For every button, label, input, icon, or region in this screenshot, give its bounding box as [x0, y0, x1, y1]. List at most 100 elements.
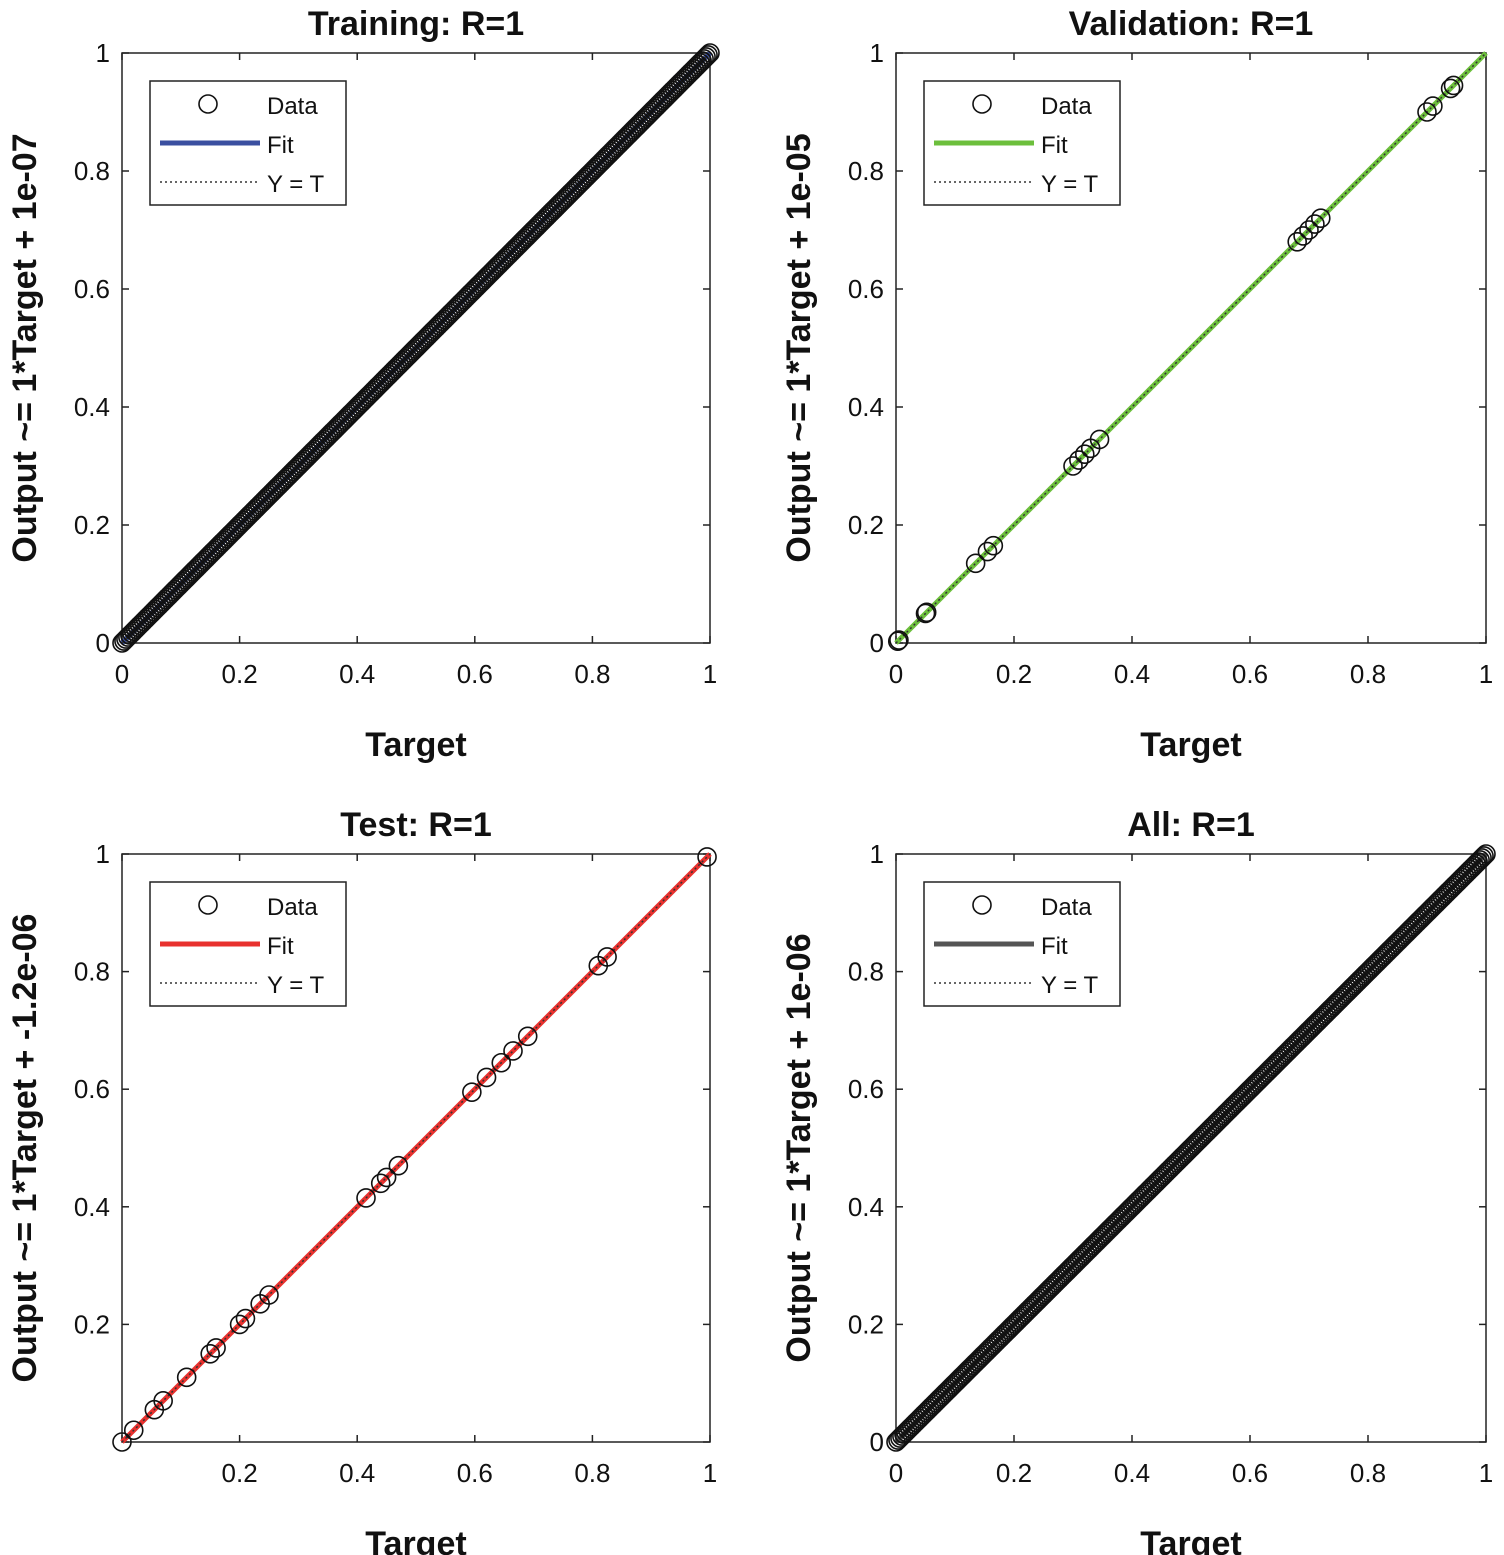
data-point — [586, 157, 606, 178]
data-point — [916, 602, 937, 623]
data-point — [513, 230, 533, 251]
data-point — [615, 128, 636, 148]
data-point — [1336, 983, 1356, 1004]
data-point — [1109, 1209, 1129, 1230]
data-point — [1055, 1263, 1076, 1283]
data-point — [159, 585, 179, 606]
data-point — [515, 228, 535, 249]
data-point — [1004, 1314, 1025, 1334]
data-point — [988, 1329, 1009, 1350]
data-point — [300, 443, 321, 464]
y-tick-label: 0.8 — [848, 957, 884, 987]
data-point — [417, 327, 437, 347]
data-point — [990, 1327, 1011, 1348]
data-point — [965, 1353, 985, 1374]
data-point — [945, 1373, 965, 1393]
data-point — [909, 1408, 930, 1429]
data-point — [247, 497, 268, 517]
data-point — [145, 599, 166, 620]
data-point — [428, 315, 449, 336]
data-point — [558, 185, 579, 205]
y-tick-label: 0.2 — [74, 510, 110, 540]
data-point — [214, 530, 235, 551]
legend-label: Y = T — [267, 972, 324, 999]
data-point — [472, 272, 492, 292]
data-point — [1334, 985, 1354, 1006]
data-point — [959, 1359, 979, 1380]
data-point — [1270, 1048, 1291, 1069]
data-point — [696, 47, 716, 67]
data-point — [631, 112, 651, 132]
data-point — [935, 1383, 956, 1403]
data-points — [112, 847, 717, 1452]
x-tick-label: 1 — [703, 1458, 717, 1488]
data-point — [925, 1392, 946, 1413]
data-point — [609, 133, 630, 154]
x-tick-label: 0.8 — [1350, 659, 1386, 689]
data-point — [169, 575, 189, 596]
data-point — [901, 1416, 922, 1437]
data-point — [1405, 914, 1425, 935]
data-point — [660, 82, 681, 103]
data-point — [590, 153, 610, 174]
data-point — [1089, 1229, 1110, 1250]
y-tick-label: 0.2 — [848, 510, 884, 540]
data-point — [1355, 964, 1376, 984]
data-point — [1223, 1095, 1244, 1116]
data-point — [915, 603, 936, 624]
data-point — [627, 116, 648, 136]
data-point — [921, 1396, 942, 1417]
data-point — [1286, 1032, 1307, 1053]
data-point — [1399, 920, 1419, 941]
data-point — [1124, 1194, 1145, 1214]
data-point — [1450, 869, 1471, 890]
data-point — [963, 1355, 983, 1376]
x-tick-label: 0.2 — [996, 1458, 1032, 1488]
y-tick-label: 0.4 — [74, 1192, 110, 1222]
data-point — [998, 1320, 1019, 1340]
data-point — [1190, 1129, 1210, 1149]
data-point — [137, 607, 158, 628]
data-point — [1342, 977, 1362, 998]
data-point — [267, 477, 288, 497]
data-point — [243, 500, 264, 521]
data-point — [399, 345, 419, 365]
data-point — [432, 311, 453, 332]
y-axis-label: Output ~= 1*Target + 1e-06 — [780, 933, 818, 1362]
data-point — [499, 244, 520, 265]
data-point — [670, 72, 691, 93]
data-point — [1448, 871, 1469, 892]
data-point — [448, 295, 469, 316]
data-point — [283, 461, 303, 482]
data-point — [153, 591, 174, 612]
x-axis-label: Target — [365, 726, 466, 764]
data-point — [1269, 1050, 1289, 1071]
data-point — [1061, 1257, 1082, 1277]
data-point — [969, 1349, 989, 1370]
data-point — [340, 404, 360, 424]
data-point — [458, 285, 478, 306]
data-point — [257, 487, 278, 507]
data-point — [521, 222, 541, 243]
data-point — [684, 58, 705, 79]
data-point — [1022, 1296, 1042, 1317]
data-point — [483, 260, 504, 280]
data-point — [1209, 1109, 1230, 1130]
data-point — [992, 1326, 1013, 1346]
x-tick-label: 0.2 — [222, 659, 258, 689]
data-point — [1111, 1208, 1131, 1228]
data-point — [1397, 922, 1417, 943]
data-point — [442, 301, 463, 322]
data-point — [1083, 1235, 1104, 1256]
data-point — [595, 147, 616, 168]
data-point — [578, 165, 598, 186]
data-point — [1446, 873, 1467, 894]
data-point — [698, 45, 718, 65]
data-point — [1032, 1286, 1052, 1307]
data-point — [1002, 1316, 1023, 1336]
data-point — [196, 548, 217, 568]
y-tick-label: 0.8 — [74, 156, 110, 186]
data-point — [326, 418, 347, 438]
legend-label: Data — [267, 93, 318, 120]
x-tick-label: 0.2 — [222, 1458, 258, 1488]
